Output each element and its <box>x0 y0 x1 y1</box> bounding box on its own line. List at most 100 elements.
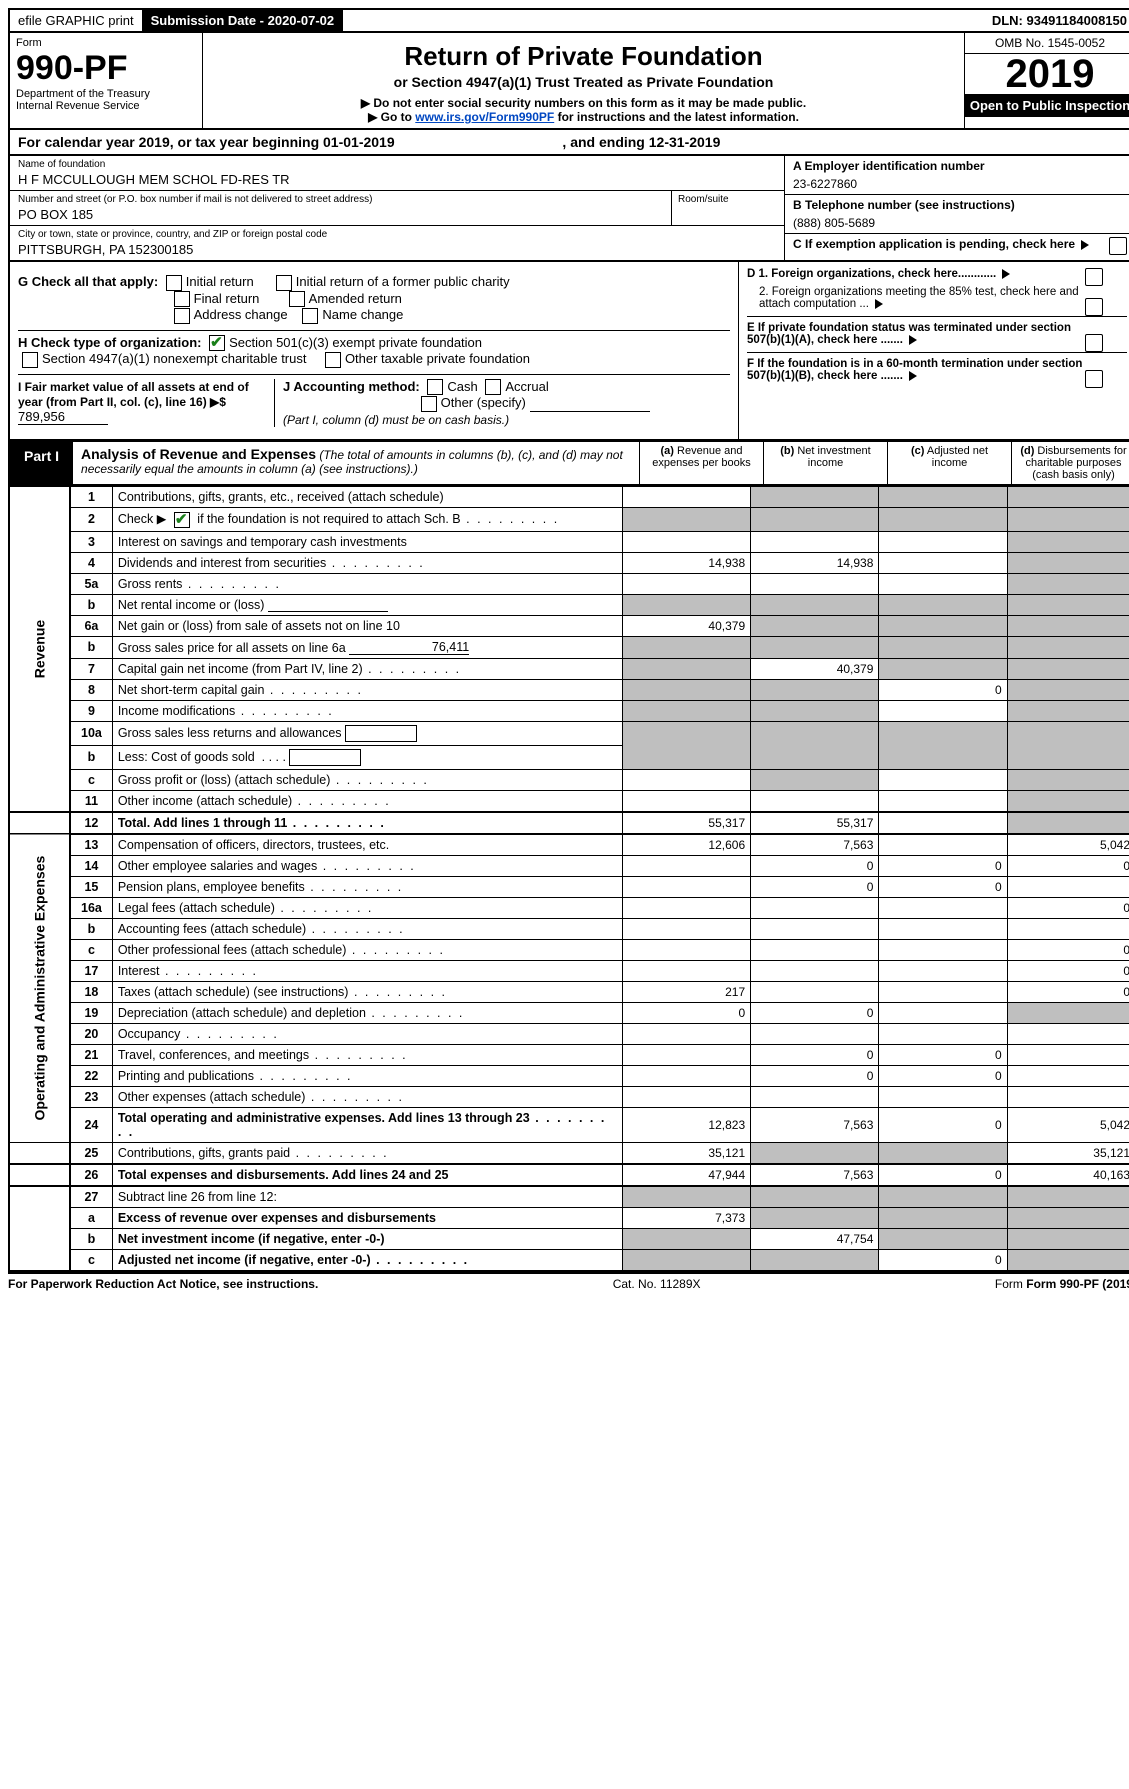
form-title: Return of Private Foundation <box>207 41 960 72</box>
header-right: OMB No. 1545-0052 2019 Open to Public In… <box>964 33 1129 128</box>
final-return-checkbox[interactable] <box>174 291 190 307</box>
amt: 0 <box>879 1107 1007 1142</box>
d1-checkbox[interactable] <box>1085 268 1103 286</box>
accrual-checkbox[interactable] <box>485 379 501 395</box>
initial-return-checkbox[interactable] <box>166 275 182 291</box>
501c3-checkbox[interactable] <box>209 335 225 351</box>
city-label: City or town, state or province, country… <box>18 229 776 240</box>
line-num: 27 <box>70 1186 112 1208</box>
table-row: b Gross sales price for all assets on li… <box>9 636 1129 658</box>
line-num: 24 <box>70 1107 112 1142</box>
h-row: H Check type of organization: Section 50… <box>18 330 730 368</box>
line-desc: Gross rents <box>112 573 622 594</box>
initial-former-checkbox[interactable] <box>276 275 292 291</box>
arrow-icon <box>909 371 917 381</box>
amt: 0 <box>879 1164 1007 1186</box>
pending-row: C If exemption application is pending, c… <box>785 234 1129 254</box>
table-row: 17 Interest 0 <box>9 960 1129 981</box>
amt: 12,823 <box>622 1107 750 1142</box>
line-num: b <box>70 1228 112 1249</box>
dept-label: Department of the Treasury Internal Reve… <box>16 88 196 112</box>
line-num: 8 <box>70 679 112 700</box>
amt: 55,317 <box>622 812 750 834</box>
amt: 0 <box>751 876 879 897</box>
other-method-checkbox[interactable] <box>421 396 437 412</box>
4947-checkbox[interactable] <box>22 352 38 368</box>
line-num: 23 <box>70 1086 112 1107</box>
amt: 40,163 <box>1007 1164 1129 1186</box>
line-num: 19 <box>70 1002 112 1023</box>
j3: Other (specify) <box>441 395 526 410</box>
other-taxable-checkbox[interactable] <box>325 352 341 368</box>
line-desc: Pension plans, employee benefits <box>112 876 622 897</box>
line-desc: Travel, conferences, and meetings <box>112 1044 622 1065</box>
line-num: b <box>70 918 112 939</box>
entity-left: Name of foundation H F MCCULLOUGH MEM SC… <box>10 156 784 260</box>
addr-label: Number and street (or P.O. box number if… <box>18 194 663 205</box>
line-num: 26 <box>70 1164 112 1186</box>
i-label: I Fair market value of all assets at end… <box>18 380 249 409</box>
line-desc: Total operating and administrative expen… <box>112 1107 622 1142</box>
header-mid: Return of Private Foundation or Section … <box>203 33 964 128</box>
check-right: D 1. Foreign organizations, check here..… <box>738 262 1129 439</box>
schb-checkbox[interactable] <box>174 512 190 528</box>
amt: 5,042 <box>1007 834 1129 856</box>
expenses-side-label: Operating and Administrative Expenses <box>9 834 70 1143</box>
open-public: Open to Public Inspection <box>965 94 1129 117</box>
line-desc: Occupancy <box>112 1023 622 1044</box>
table-row: Operating and Administrative Expenses 13… <box>9 834 1129 856</box>
table-row: c Other professional fees (attach schedu… <box>9 939 1129 960</box>
line-desc: Gross sales less returns and allowances <box>112 721 622 745</box>
amt-cell: 40,379 <box>622 615 750 636</box>
line-num: 17 <box>70 960 112 981</box>
foundation-name: H F MCCULLOUGH MEM SCHOL FD-RES TR <box>18 170 776 187</box>
line-num: 12 <box>70 812 112 834</box>
h2: Section 4947(a)(1) nonexempt charitable … <box>42 351 306 366</box>
e-checkbox[interactable] <box>1085 334 1103 352</box>
cal-begin: 01-01-2019 <box>323 134 395 150</box>
amt: 0 <box>622 1002 750 1023</box>
c-label: C If exemption application is pending, c… <box>793 237 1075 251</box>
line-num: 21 <box>70 1044 112 1065</box>
f-checkbox[interactable] <box>1085 370 1103 388</box>
table-row: b Accounting fees (attach schedule) <box>9 918 1129 939</box>
g4: Amended return <box>309 291 402 306</box>
d2-checkbox[interactable] <box>1085 298 1103 316</box>
table-row: b Net rental income or (loss) <box>9 594 1129 615</box>
form-link[interactable]: www.irs.gov/Form990PF <box>415 110 554 124</box>
j-note: (Part I, column (d) must be on cash basi… <box>283 413 509 427</box>
line-desc: Other professional fees (attach schedule… <box>112 939 622 960</box>
amt: 0 <box>1007 960 1129 981</box>
name-row: Name of foundation H F MCCULLOUGH MEM SC… <box>10 156 784 191</box>
c-checkbox[interactable] <box>1109 237 1127 255</box>
name-change-checkbox[interactable] <box>302 308 318 324</box>
amt: 47,944 <box>622 1164 750 1186</box>
line-num: 15 <box>70 876 112 897</box>
line-desc: Other expenses (attach schedule) <box>112 1086 622 1107</box>
table-row: 9 Income modifications <box>9 700 1129 721</box>
line-desc: Interest <box>112 960 622 981</box>
line-num: 22 <box>70 1065 112 1086</box>
d2-item: 2. Foreign organizations meeting the 85%… <box>747 286 1127 310</box>
h-label: H Check type of organization: <box>18 335 201 350</box>
table-row: c Gross profit or (loss) (attach schedul… <box>9 769 1129 790</box>
table-row: 14 Other employee salaries and wages 0 0… <box>9 855 1129 876</box>
line-desc: Legal fees (attach schedule) <box>112 897 622 918</box>
check-section: G Check all that apply: Initial return I… <box>8 262 1129 441</box>
arrow-icon <box>909 335 917 345</box>
amt: 0 <box>751 1065 879 1086</box>
header-left: Form 990-PF Department of the Treasury I… <box>10 33 203 128</box>
amt: 7,563 <box>751 834 879 856</box>
line-num: 7 <box>70 658 112 679</box>
address-change-checkbox[interactable] <box>174 308 190 324</box>
table-row: Revenue 1 Contributions, gifts, grants, … <box>9 486 1129 507</box>
table-row: 25 Contributions, gifts, grants paid 35,… <box>9 1142 1129 1164</box>
table-row: c Adjusted net income (if negative, ente… <box>9 1249 1129 1271</box>
cal-pre: For calendar year 2019, or tax year begi… <box>18 134 323 150</box>
amended-return-checkbox[interactable] <box>289 291 305 307</box>
line-num: 18 <box>70 981 112 1002</box>
fmv-value: 789,956 <box>18 409 108 425</box>
cash-checkbox[interactable] <box>427 379 443 395</box>
d2-label: 2. Foreign organizations meeting the 85%… <box>759 286 1079 310</box>
j2: Accrual <box>505 379 548 394</box>
